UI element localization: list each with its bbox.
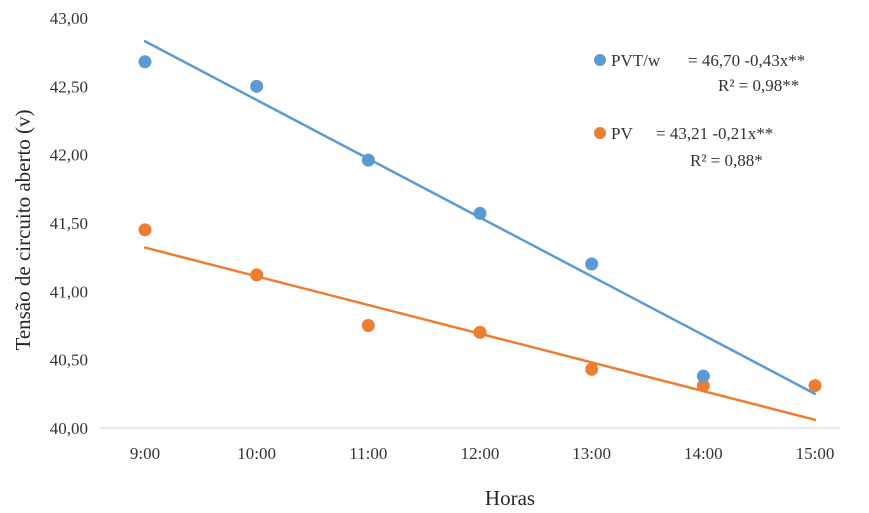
x-tick-label: 9:00 [130, 444, 160, 463]
x-tick-label: 14:00 [684, 444, 723, 463]
legend-label-pv: PV [611, 124, 633, 143]
y-tick-label: 40,50 [50, 351, 88, 370]
data-point-pvtw [473, 206, 487, 220]
data-point-pv [250, 268, 264, 282]
y-tick-label: 43,00 [50, 9, 88, 28]
legend-marker-pvtw [594, 54, 606, 66]
legend-marker-pv [594, 127, 606, 139]
legend: PVT/w = 46,70 -0,43x** R² = 0,98** PV = … [594, 51, 805, 170]
y-axis-title: Tensão de circuito aberto (v) [11, 109, 35, 350]
data-point-pv [138, 223, 152, 237]
legend-equation-pv: = 43,21 -0,21x** [656, 124, 773, 143]
x-axis-title: Horas [485, 486, 535, 510]
data-point-pv [696, 379, 710, 393]
x-tick-label: 13:00 [572, 444, 611, 463]
data-point-pv [473, 325, 487, 339]
data-point-pvtw [585, 257, 599, 271]
y-tick-label: 42,00 [50, 146, 88, 165]
data-point-pvtw [361, 153, 375, 167]
data-point-pv [361, 319, 375, 332]
legend-r2-pv: R² = 0,88* [690, 151, 763, 170]
data-point-pvtw [250, 79, 264, 93]
legend-label-pvtw: PVT/w [611, 51, 661, 70]
data-point-pv [585, 362, 599, 376]
y-tick-label: 41,50 [50, 214, 88, 233]
data-point-pv [808, 379, 822, 393]
trendlines [143, 39, 817, 422]
legend-equation-pvtw: = 46,70 -0,43x** [688, 51, 805, 70]
x-tick-label: 11:00 [349, 444, 387, 463]
x-tick-label: 15:00 [796, 444, 835, 463]
tick-labels: 40,00 40,50 41,00 41,50 42,00 42,50 43,00 9:00 1… [50, 9, 835, 463]
data-point-pvtw [696, 369, 710, 383]
y-tick-label: 41,00 [50, 282, 88, 301]
x-tick-label: 12:00 [461, 444, 500, 463]
data-point-pvtw [138, 55, 152, 69]
y-tick-label: 42,50 [50, 77, 88, 96]
x-tick-label: 10:00 [237, 444, 276, 463]
legend-r2-pvtw: R² = 0,98** [718, 76, 799, 95]
data-points [138, 55, 822, 393]
y-tick-label: 40,00 [50, 419, 88, 438]
